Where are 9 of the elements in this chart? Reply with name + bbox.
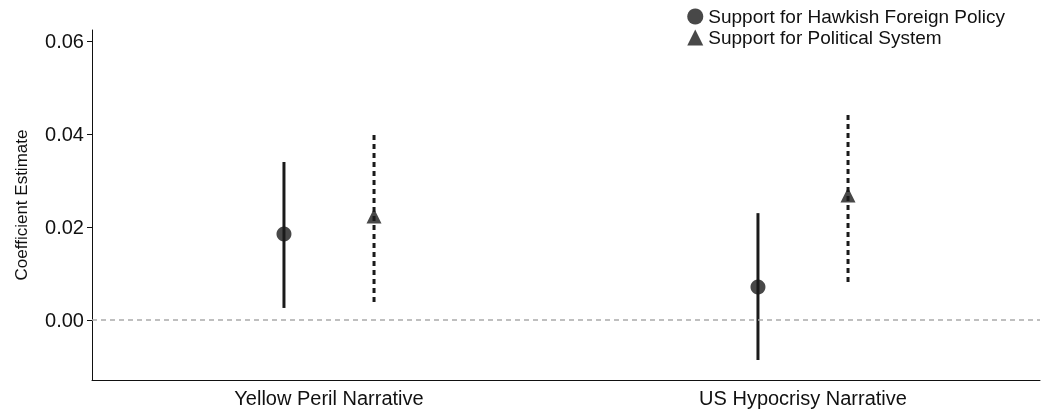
y-tick-label: 0.06 <box>45 30 84 53</box>
y-tick-label: 0.02 <box>45 216 84 239</box>
x-tick-label: Yellow Peril Narrative <box>234 387 424 409</box>
legend-label: Support for Political System <box>708 27 942 48</box>
y-tick-label: 0.04 <box>45 123 84 146</box>
x-tick-label: US Hypocrisy Narrative <box>699 387 907 409</box>
y-axis-title: Coefficient Estimate <box>12 129 31 281</box>
y-tick-label: 0.00 <box>45 309 84 332</box>
legend-label: Support for Hawkish Foreign Policy <box>708 6 1006 27</box>
